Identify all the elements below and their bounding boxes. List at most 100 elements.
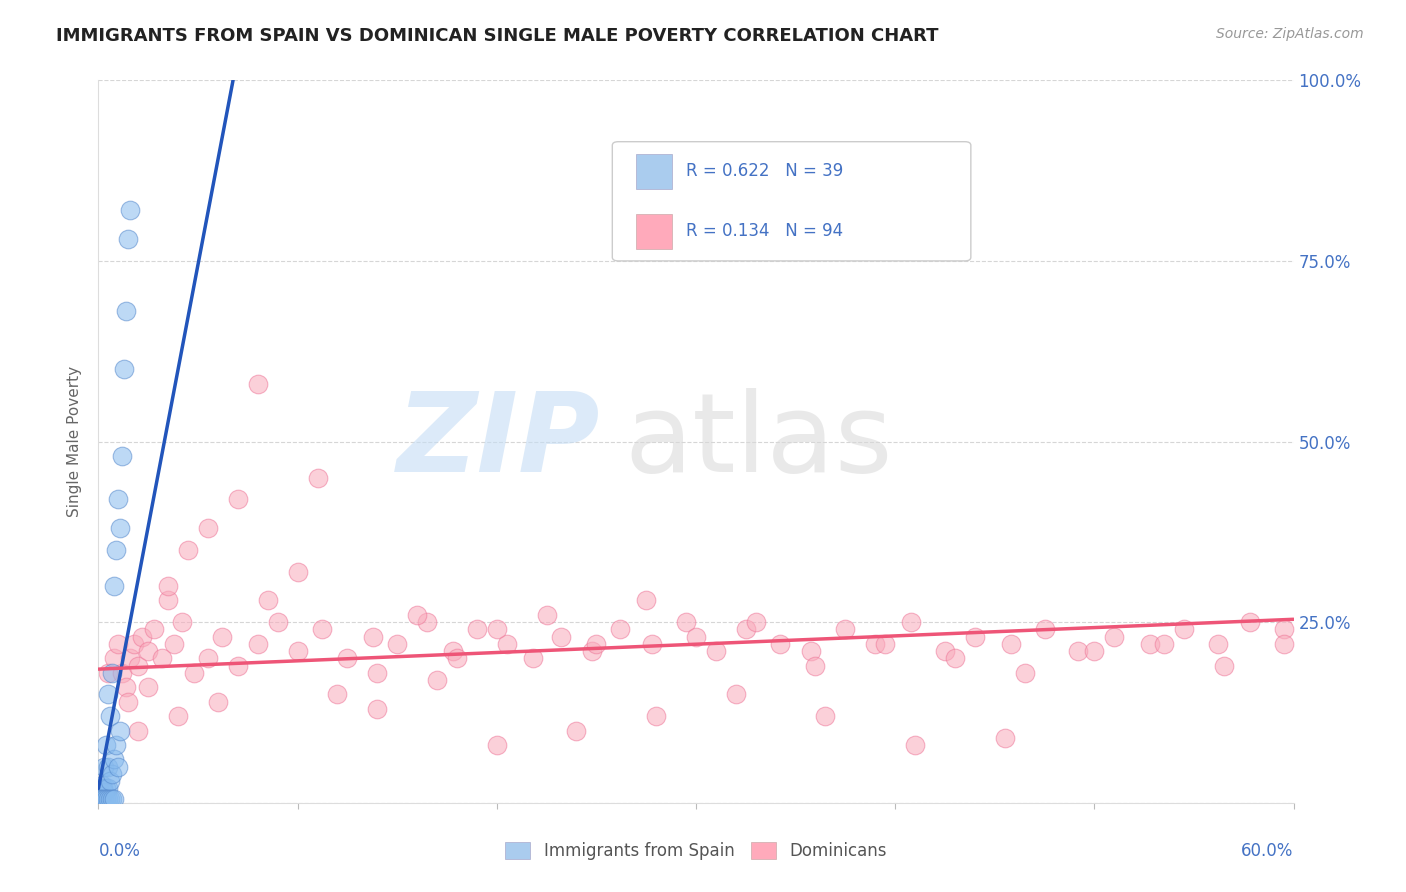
Point	[1272, 623, 1295, 637]
Point	[1014, 665, 1036, 680]
Point	[91, 792, 114, 806]
Y-axis label: Single Male Poverty: Single Male Poverty	[67, 366, 83, 517]
Point	[183, 665, 205, 680]
Point	[136, 680, 159, 694]
FancyBboxPatch shape	[613, 142, 972, 260]
Point	[804, 658, 827, 673]
Point	[172, 615, 194, 630]
Point	[565, 723, 588, 738]
Point	[112, 362, 135, 376]
Point	[107, 760, 129, 774]
Point	[441, 644, 464, 658]
Point	[326, 687, 349, 701]
Point	[385, 637, 409, 651]
Legend: Immigrants from Spain, Dominicans: Immigrants from Spain, Dominicans	[499, 835, 893, 867]
Point	[120, 203, 142, 218]
Point	[267, 615, 290, 630]
Point	[91, 778, 114, 792]
Point	[197, 651, 219, 665]
Point	[704, 644, 727, 658]
Point	[287, 644, 309, 658]
Point	[1153, 637, 1175, 651]
Point	[117, 695, 139, 709]
Point	[93, 785, 115, 799]
Point	[307, 470, 329, 484]
Point	[96, 792, 118, 806]
Text: Source: ZipAtlas.com: Source: ZipAtlas.com	[1216, 27, 1364, 41]
Point	[311, 623, 333, 637]
Point	[1083, 644, 1105, 658]
Point	[363, 630, 385, 644]
Point	[117, 232, 139, 246]
Point	[366, 665, 388, 680]
Point	[769, 637, 792, 651]
Point	[97, 792, 120, 806]
Point	[609, 623, 631, 637]
Point	[865, 637, 887, 651]
Point	[1000, 637, 1022, 651]
Point	[105, 738, 128, 752]
Point	[98, 774, 122, 789]
Point	[336, 651, 359, 665]
Point	[1272, 637, 1295, 651]
Point	[675, 615, 697, 630]
Point	[97, 687, 120, 701]
Point	[416, 615, 439, 630]
Point	[800, 644, 823, 658]
Point	[207, 695, 229, 709]
Point	[127, 658, 149, 673]
Point	[1067, 644, 1090, 658]
Point	[127, 723, 149, 738]
Point	[1033, 623, 1056, 637]
Point	[89, 781, 111, 796]
Point	[834, 623, 856, 637]
Point	[1239, 615, 1261, 630]
Point	[107, 637, 129, 651]
Point	[98, 792, 122, 806]
Point	[124, 637, 146, 651]
Point	[105, 542, 128, 557]
Point	[465, 623, 488, 637]
Point	[287, 565, 309, 579]
Point	[131, 630, 153, 644]
Point	[641, 637, 664, 651]
Point	[522, 651, 544, 665]
Point	[103, 752, 125, 766]
Point	[91, 789, 114, 803]
Point	[1173, 623, 1195, 637]
Point	[103, 792, 125, 806]
Point	[89, 792, 111, 806]
Point	[485, 738, 508, 752]
Point	[256, 593, 278, 607]
Point	[581, 644, 603, 658]
Point	[994, 731, 1017, 745]
Point	[904, 738, 927, 752]
FancyBboxPatch shape	[637, 154, 672, 189]
Point	[963, 630, 986, 644]
Point	[485, 623, 508, 637]
Point	[366, 702, 388, 716]
Point	[814, 709, 837, 723]
Point	[734, 623, 756, 637]
Point	[550, 630, 572, 644]
Text: R = 0.134   N = 94: R = 0.134 N = 94	[686, 222, 844, 240]
Point	[115, 680, 138, 694]
Point	[636, 593, 658, 607]
Point	[1206, 637, 1229, 651]
Point	[89, 785, 111, 799]
Point	[97, 781, 120, 796]
Point	[197, 521, 219, 535]
Point	[943, 651, 966, 665]
Point	[111, 449, 134, 463]
Point	[93, 792, 115, 806]
Point	[934, 644, 956, 658]
Point	[406, 607, 429, 622]
Point	[107, 492, 129, 507]
Text: 60.0%: 60.0%	[1241, 842, 1294, 860]
Text: atlas: atlas	[624, 388, 893, 495]
Point	[115, 304, 138, 318]
Point	[226, 658, 249, 673]
Point	[585, 637, 607, 651]
Point	[645, 709, 668, 723]
Point	[1104, 630, 1126, 644]
